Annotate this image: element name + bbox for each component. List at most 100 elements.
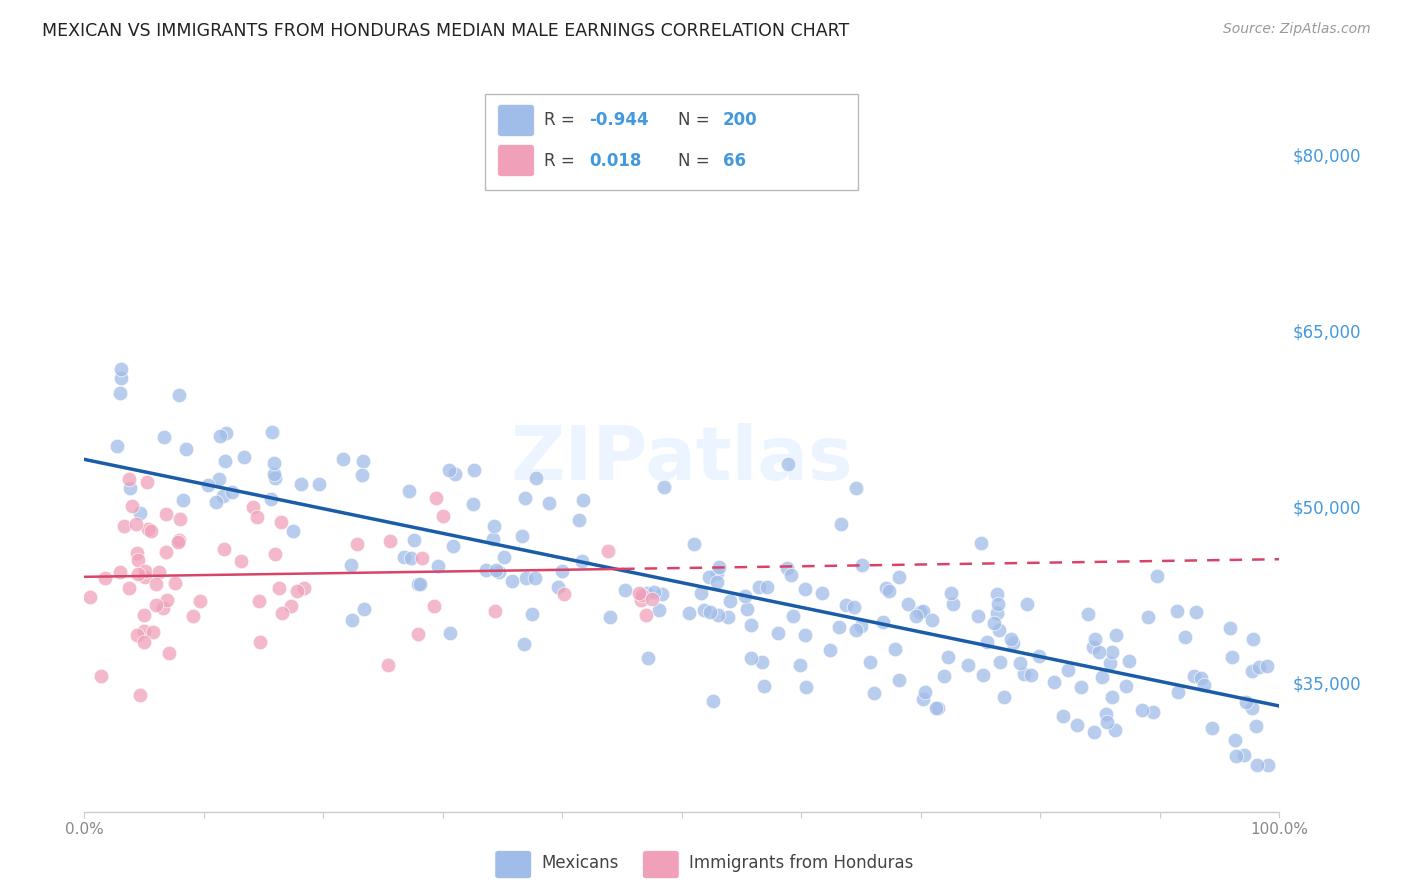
Point (93, 571, 115, 585)
Point (1002, 636, 1025, 650)
Point (740, 618, 762, 632)
Point (444, 467, 467, 481)
Point (941, 586, 963, 600)
Point (1104, 723, 1126, 737)
Point (1015, 598, 1038, 612)
Point (112, 518, 135, 533)
Point (510, 528, 533, 542)
Point (1241, 632, 1264, 646)
Point (776, 561, 799, 575)
Point (1019, 667, 1042, 681)
Point (492, 549, 515, 564)
Point (1043, 674, 1066, 689)
Point (1070, 680, 1092, 694)
Point (520, 607, 543, 621)
Point (921, 613, 943, 627)
Point (751, 655, 773, 669)
Point (229, 554, 252, 568)
Point (755, 580, 778, 594)
Point (263, 456, 285, 470)
Point (1052, 708, 1074, 723)
Point (678, 606, 700, 620)
Point (524, 471, 547, 485)
Point (353, 602, 375, 616)
Point (167, 388, 190, 402)
Point (398, 483, 420, 498)
Point (422, 599, 444, 613)
Point (1240, 701, 1263, 715)
Point (215, 426, 238, 441)
Point (988, 623, 1011, 637)
Point (641, 592, 664, 607)
Point (966, 608, 988, 623)
Text: R =: R = (544, 112, 581, 129)
Point (613, 582, 636, 597)
Point (485, 563, 508, 577)
Point (308, 477, 330, 491)
Point (127, 545, 149, 559)
Point (340, 613, 363, 627)
Point (827, 620, 849, 634)
Point (1083, 640, 1105, 654)
Point (986, 587, 1008, 601)
Point (270, 515, 292, 529)
Point (859, 656, 882, 670)
Point (1083, 725, 1105, 739)
Point (911, 691, 934, 706)
Point (125, 628, 148, 642)
Point (1056, 663, 1078, 677)
Point (129, 507, 152, 521)
Point (927, 700, 949, 714)
Point (155, 545, 177, 559)
Point (281, 524, 304, 538)
Point (121, 499, 143, 513)
Point (648, 602, 671, 616)
Point (290, 476, 312, 491)
Point (197, 477, 219, 491)
Point (911, 604, 934, 618)
Point (875, 581, 897, 595)
Point (346, 536, 368, 550)
Point (976, 635, 998, 649)
Point (1223, 732, 1246, 747)
Text: R =: R = (544, 152, 585, 169)
Point (208, 472, 231, 486)
Point (1101, 645, 1123, 659)
Point (748, 580, 770, 594)
Point (392, 549, 415, 564)
Point (551, 564, 574, 578)
Point (1166, 604, 1188, 618)
Point (845, 623, 868, 637)
Point (463, 463, 485, 477)
Text: 66: 66 (723, 152, 745, 169)
Point (596, 543, 619, 558)
Point (877, 584, 900, 599)
Point (1000, 632, 1022, 646)
Point (515, 571, 537, 585)
Point (332, 452, 354, 467)
Point (778, 457, 800, 471)
Text: MEXICAN VS IMMIGRANTS FROM HONDURAS MEDIAN MALE EARNINGS CORRELATION CHART: MEXICAN VS IMMIGRANTS FROM HONDURAS MEDI… (42, 22, 849, 40)
Point (914, 685, 936, 699)
Point (484, 518, 506, 533)
Point (132, 624, 155, 638)
Text: 0.018: 0.018 (589, 152, 641, 169)
Point (432, 509, 454, 524)
Point (636, 608, 658, 623)
Point (553, 587, 575, 601)
Point (1247, 660, 1270, 674)
Point (1008, 656, 1031, 670)
Point (707, 607, 730, 622)
Text: 200: 200 (723, 112, 758, 129)
Point (842, 599, 865, 614)
Point (702, 693, 724, 707)
Point (269, 582, 291, 596)
Point (105, 439, 128, 453)
Point (571, 554, 593, 568)
Point (141, 524, 163, 538)
Point (425, 491, 447, 505)
Point (156, 593, 179, 607)
Point (904, 609, 927, 624)
Point (1219, 621, 1241, 635)
Point (987, 597, 1010, 611)
